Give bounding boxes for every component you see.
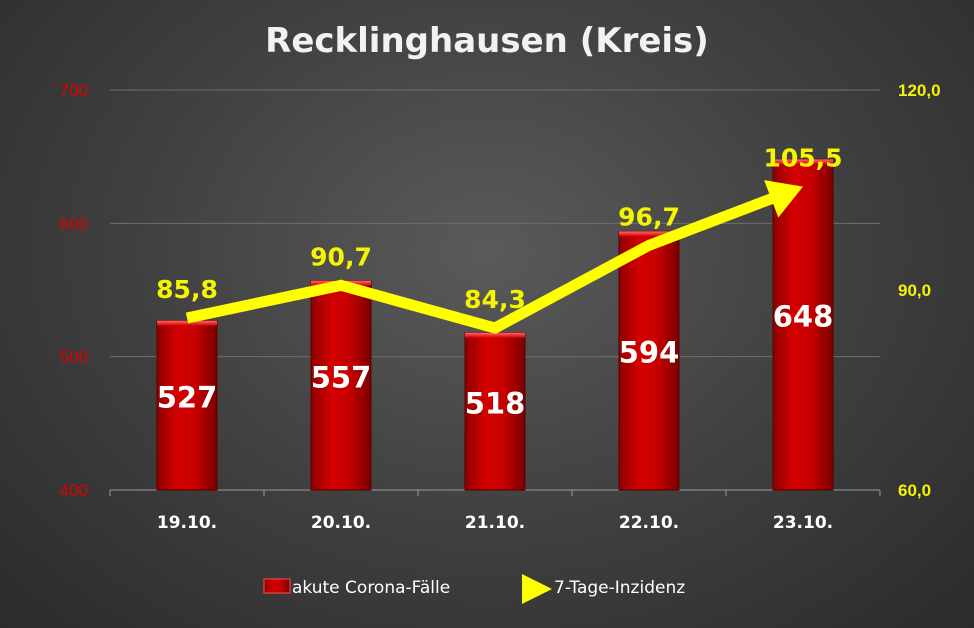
line-value-label: 84,3: [464, 285, 526, 314]
line-value-label: 85,8: [156, 275, 218, 304]
bar: [772, 158, 834, 491]
left-tick-label: 700: [60, 81, 88, 100]
bar-value-label: 557: [311, 360, 372, 394]
x-tick-label: 19.10.: [157, 513, 217, 533]
line-value-label: 90,7: [310, 242, 372, 271]
right-tick-label: 90,0: [898, 281, 931, 300]
x-tick-label: 20.10.: [311, 513, 371, 533]
legend-arrow-icon: [522, 574, 552, 604]
legend-bar-swatch: [263, 578, 291, 594]
right-tick-label: 60,0: [898, 481, 931, 500]
x-tick-label: 23.10.: [773, 513, 833, 533]
x-tick-label: 22.10.: [619, 513, 679, 533]
bar: [156, 320, 218, 491]
bar-value-label: 594: [619, 336, 680, 370]
chart-title: Recklinghausen (Kreis): [265, 21, 709, 61]
line-data-labels: 85,8 90,7 84,3 96,7 105,5: [156, 144, 842, 314]
bar-value-label: 648: [773, 300, 834, 334]
bar: [464, 332, 526, 491]
left-tick-label: 400: [60, 481, 88, 500]
left-tick-label: 600: [60, 214, 88, 233]
line-value-label: 105,5: [763, 144, 842, 173]
x-axis: 19.10. 20.10. 21.10. 22.10. 23.10.: [109, 490, 881, 533]
x-tick-label: 21.10.: [465, 513, 525, 533]
right-tick-label: 120,0: [898, 81, 941, 100]
bar-value-label: 527: [157, 380, 218, 414]
arrow-head-icon: [764, 180, 803, 218]
left-axis: 400 500 600 700: [60, 81, 88, 500]
bar-data-labels: 527 557 518 594 648: [157, 300, 834, 421]
bar-value-label: 518: [465, 386, 526, 420]
legend: akute Corona-Fälle 7-Tage-Inzidenz: [263, 574, 685, 604]
bar-highlight: [465, 332, 525, 338]
line-series: [185, 180, 803, 334]
bar-highlight: [773, 159, 833, 165]
left-tick-label: 500: [60, 348, 88, 367]
incidence-line: [185, 191, 780, 334]
line-value-label: 96,7: [618, 202, 680, 231]
right-axis: 60,0 90,0 120,0: [898, 81, 941, 500]
bar-highlight: [157, 320, 217, 326]
legend-line-label: 7-Tage-Inzidenz: [554, 578, 685, 598]
bar-highlight: [619, 231, 679, 237]
legend-bar-label: akute Corona-Fälle: [292, 578, 450, 598]
